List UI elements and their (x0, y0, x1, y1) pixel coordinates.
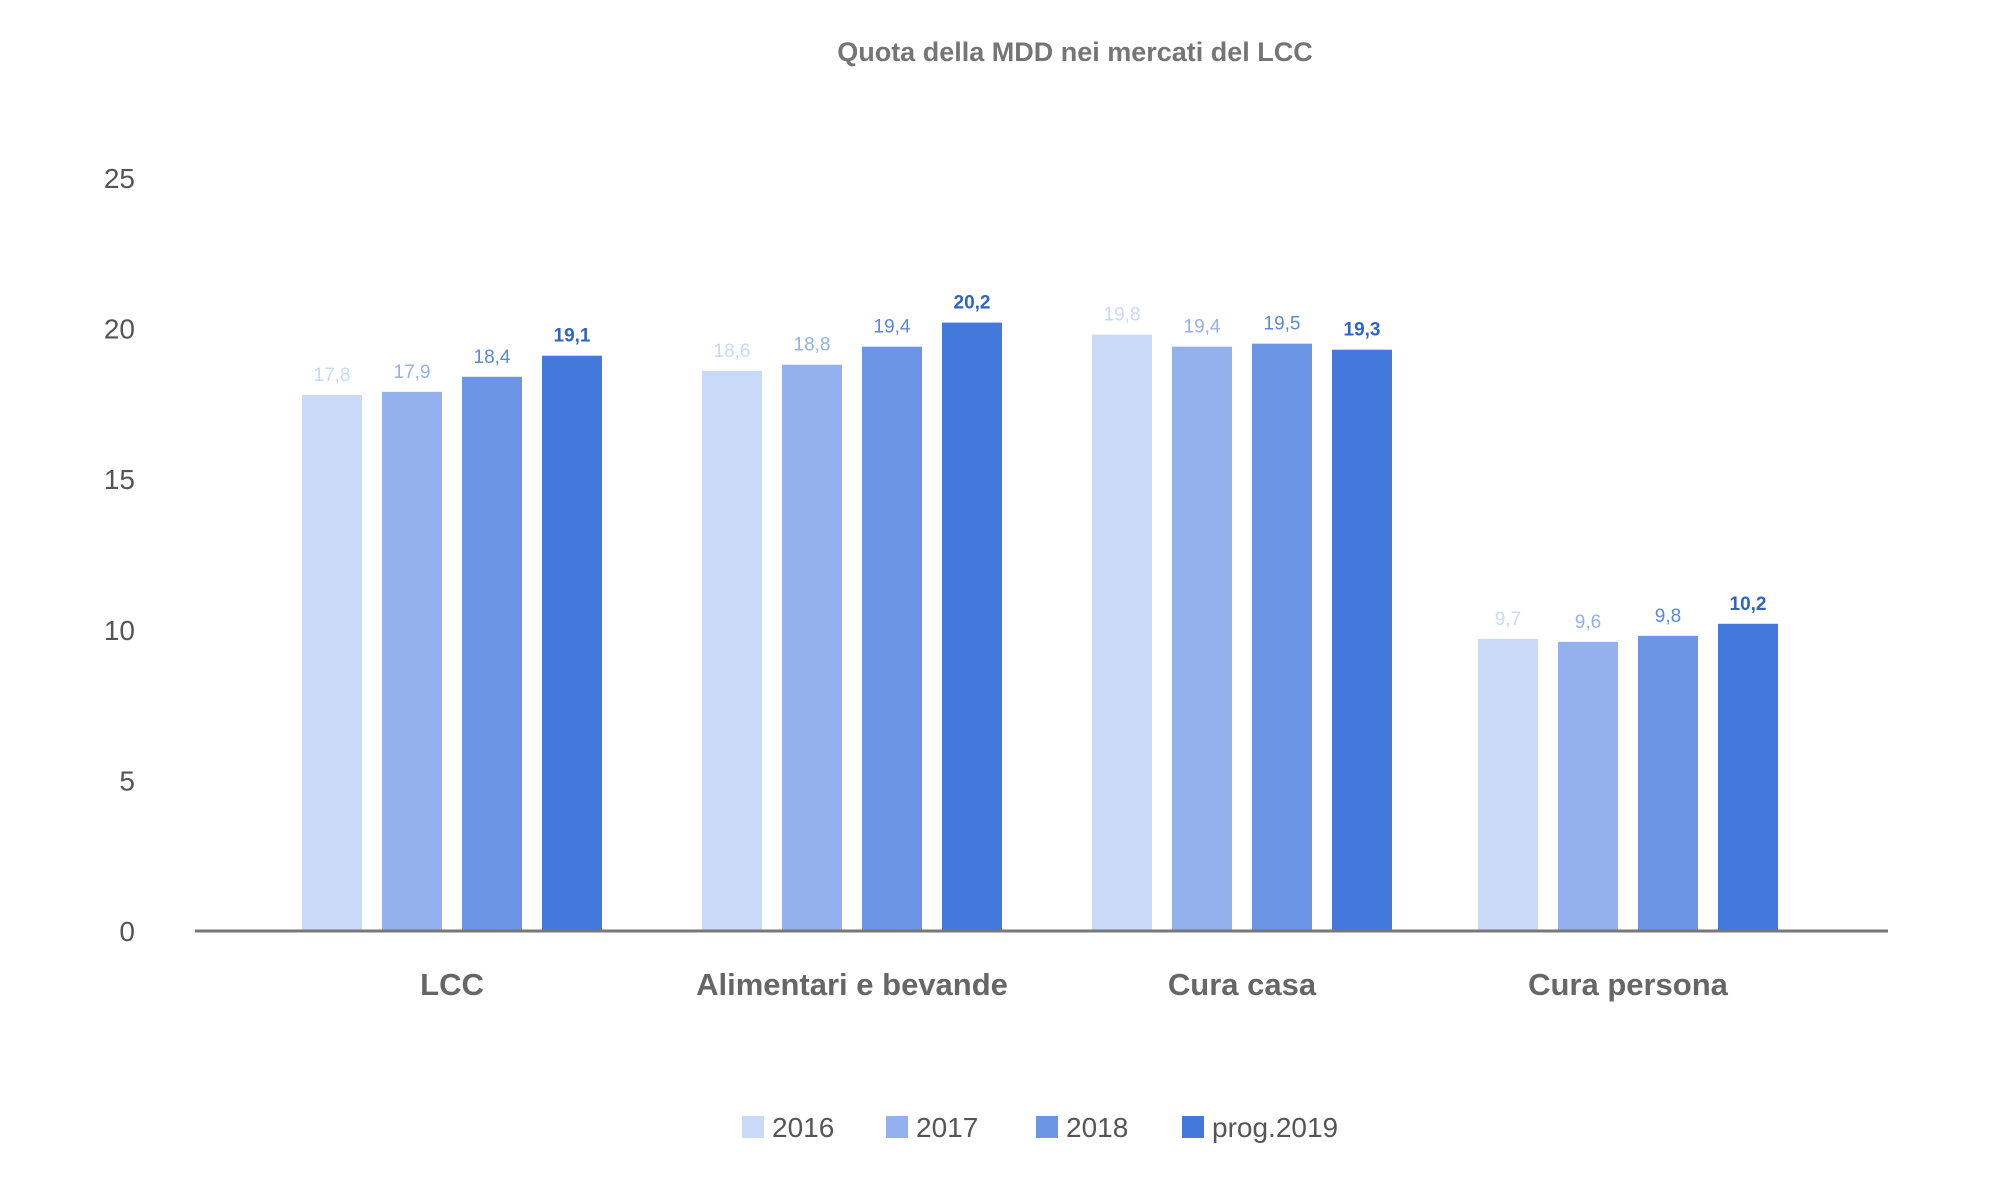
data-label: 17,8 (314, 365, 351, 386)
x-category-label: LCC (420, 967, 484, 1002)
bar (702, 370, 762, 931)
legend-label: 2018 (1066, 1112, 1128, 1143)
y-tick-label: 10 (104, 615, 135, 646)
bar (1718, 623, 1778, 931)
data-label: 19,5 (1264, 314, 1301, 335)
x-axis: LCC Alimentari e bevande Cura casa Cura per… (420, 967, 1729, 1002)
y-tick-label: 15 (104, 464, 135, 495)
data-label: 19,8 (1104, 305, 1141, 326)
legend-swatch (1182, 1116, 1204, 1138)
x-category-label: Alimentari e bevande (696, 967, 1008, 1002)
bar (1252, 343, 1312, 931)
bar (542, 355, 602, 931)
y-tick-label: 25 (104, 163, 135, 194)
data-label: 10,2 (1730, 594, 1767, 615)
x-category-label: Cura persona (1528, 967, 1729, 1002)
legend-swatch (742, 1116, 764, 1138)
data-label: 17,9 (394, 362, 431, 383)
data-label: 19,4 (1184, 317, 1221, 338)
data-label: 20,2 (954, 293, 991, 314)
bar (1172, 346, 1232, 931)
y-tick-label: 5 (119, 765, 135, 796)
y-axis: 0 5 10 15 20 25 (104, 163, 135, 947)
bar (1558, 641, 1618, 931)
y-tick-label: 20 (104, 314, 135, 345)
data-label: 19,3 (1344, 320, 1381, 341)
legend-label: prog.2019 (1212, 1112, 1338, 1143)
data-label: 9,8 (1655, 606, 1681, 627)
data-label: 9,6 (1575, 612, 1601, 633)
legend-swatch (1036, 1116, 1058, 1138)
bar (1638, 635, 1698, 931)
data-label: 19,1 (554, 326, 591, 347)
bar (382, 391, 442, 931)
bar (782, 364, 842, 931)
legend-label: 2016 (772, 1112, 834, 1143)
chart-title: Quota della MDD nei mercati del LCC (837, 37, 1313, 67)
bar (302, 394, 362, 931)
data-label: 18,8 (794, 335, 831, 356)
bar (1332, 349, 1392, 932)
data-label: 9,7 (1495, 609, 1521, 630)
legend: 2016 2017 2018 prog.2019 (742, 1112, 1338, 1143)
legend-swatch (886, 1116, 908, 1138)
value-labels-group: 17,8 17,9 18,4 19,1 18,6 18,8 19,4 20,2 19,8 19,4… (314, 293, 1767, 633)
bar (1478, 638, 1538, 931)
y-tick-label: 0 (119, 916, 135, 947)
bars-group (302, 322, 1778, 932)
x-category-label: Cura casa (1168, 967, 1317, 1002)
bar (462, 376, 522, 931)
bar (862, 346, 922, 931)
data-label: 19,4 (874, 317, 911, 338)
data-label: 18,6 (714, 341, 751, 362)
bar (942, 322, 1002, 931)
bar (1092, 334, 1152, 931)
legend-label: 2017 (916, 1112, 978, 1143)
data-label: 18,4 (474, 347, 511, 368)
